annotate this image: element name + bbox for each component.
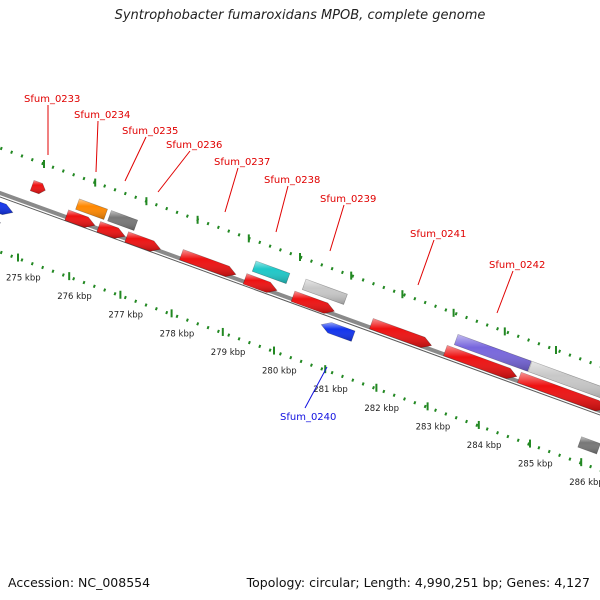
gene-label: Sfum_0239 — [320, 194, 376, 205]
gene-sfum-0234-b-shade — [64, 209, 95, 228]
gene-label-blue: Sfum_0240 — [280, 412, 336, 423]
tick-label: 285 kbp — [518, 460, 553, 470]
leader-line — [275, 185, 289, 233]
tick-label: 275 kbp — [6, 274, 41, 284]
gene-sfum-0237-shade — [179, 249, 236, 277]
leader-line — [496, 270, 514, 314]
gene-sfum-0242-shade — [454, 334, 532, 372]
gene-sfum-0239-shade — [302, 279, 348, 305]
leader-line — [329, 204, 345, 252]
gene-sfum-0240-shade — [321, 322, 356, 342]
tick-label: 282 kbp — [364, 404, 399, 414]
gene-label: Sfum_0241 — [410, 229, 466, 240]
tick-label: 276 kbp — [57, 292, 92, 302]
gene-label: Sfum_0234 — [74, 110, 130, 121]
gene-sfum-0238-b-shade — [243, 273, 277, 293]
backbone-shadow-line — [0, 196, 600, 416]
gene-navy-left-shade — [0, 222, 1, 224]
gene-label: Sfum_0236 — [166, 140, 222, 151]
gene-sfum-0235-b-shade — [96, 221, 125, 239]
gene-gray-right-shade — [577, 436, 600, 454]
leader-line — [124, 136, 147, 182]
gene-sfum-0241-shade — [369, 318, 432, 348]
map-title: Syntrophobacter fumaroxidans MPOB, compl… — [114, 8, 486, 23]
tick-label: 280 kbp — [262, 367, 297, 377]
leader-line — [95, 120, 99, 173]
tick-label: 277 kbp — [108, 311, 143, 321]
gene-sfum-0243-b-shade — [517, 372, 600, 411]
genome-summary-text: Topology: circular; Length: 4,990,251 bp… — [246, 575, 590, 590]
gene-sfum-0243-shade — [528, 361, 600, 398]
gene-sfum-0239-b-shade — [291, 291, 335, 314]
leader-line — [417, 239, 435, 286]
gene-label: Sfum_0242 — [489, 260, 545, 271]
gene-sfum-0238-shade — [252, 261, 290, 284]
tick-label: 279 kbp — [211, 348, 246, 358]
gene-blue-left-shade — [0, 202, 13, 215]
gene-sfum-0242-b-shade — [443, 345, 517, 379]
gene-sfum-0235-shade — [107, 210, 138, 231]
tick-label: 283 kbp — [416, 422, 451, 432]
gene-label: Sfum_0238 — [264, 175, 320, 186]
gene-label: Sfum_0235 — [122, 126, 178, 137]
gene-sfum-0236-shade — [124, 231, 161, 252]
accession-text: Accession: NC_008554 — [8, 575, 151, 590]
leader-line — [157, 150, 191, 193]
tick-label: 281 kbp — [313, 385, 348, 395]
gene-label: Sfum_0233 — [24, 94, 80, 105]
tick-label: 278 kbp — [160, 329, 195, 339]
gene-sfum-0233-shade — [30, 180, 46, 194]
tick-label: 286 kbp — [569, 478, 600, 488]
gene-label: Sfum_0237 — [214, 157, 270, 168]
leader-line-blue — [304, 366, 328, 409]
tick-label: 284 kbp — [467, 441, 502, 451]
gene-sfum-0234-shade — [75, 198, 108, 220]
leader-line — [224, 167, 239, 213]
